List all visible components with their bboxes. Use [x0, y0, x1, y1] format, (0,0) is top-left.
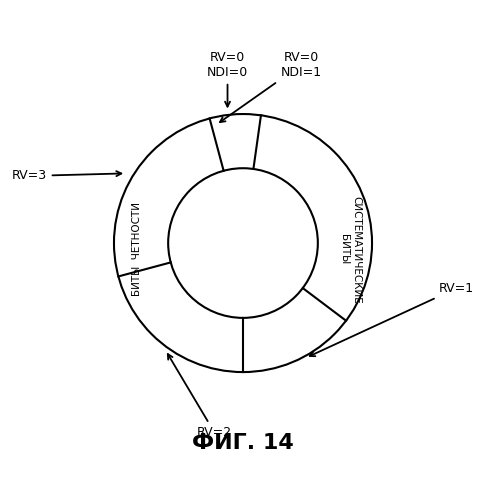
Text: RV=1: RV=1 — [310, 282, 474, 356]
Text: БИТЫ  ЧЕТНОСТИ: БИТЫ ЧЕТНОСТИ — [132, 203, 142, 296]
Text: ФИГ. 14: ФИГ. 14 — [192, 433, 294, 453]
Text: RV=0
NDI=1: RV=0 NDI=1 — [220, 51, 322, 122]
Circle shape — [114, 114, 372, 372]
Text: RV=3: RV=3 — [12, 170, 122, 183]
Text: RV=0
NDI=0: RV=0 NDI=0 — [207, 51, 248, 107]
Text: СИСТЕМАТИЧЕСКИЕ
БИТЫ: СИСТЕМАТИЧЕСКИЕ БИТЫ — [339, 196, 361, 303]
Text: RV=2: RV=2 — [168, 354, 232, 439]
Circle shape — [168, 168, 318, 318]
